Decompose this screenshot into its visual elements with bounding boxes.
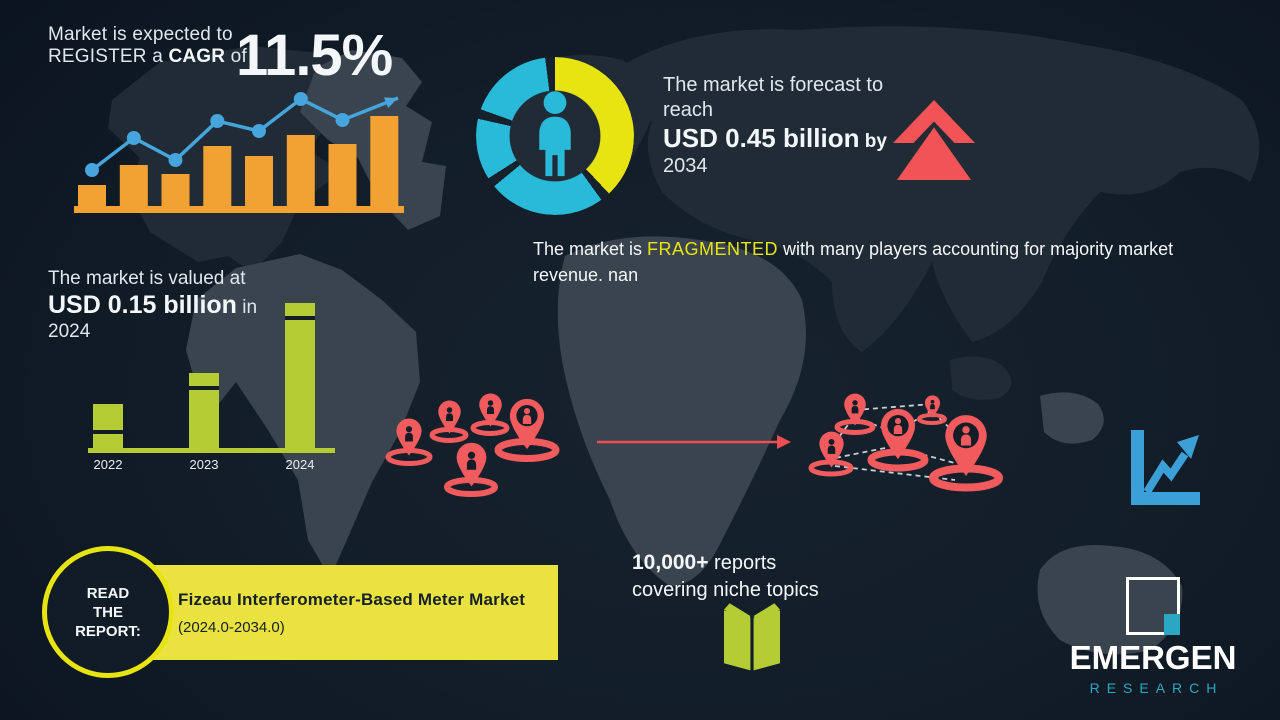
person-icon <box>539 91 571 177</box>
year-label: 2024 <box>285 457 315 472</box>
forecast-year: 2034 <box>663 155 708 177</box>
valuation-axis <box>88 448 335 453</box>
map-australia <box>1037 545 1183 655</box>
cagr-headline: Market is expected to REGISTER a CAGR of <box>48 24 247 67</box>
map-southeast-islands <box>1040 392 1104 444</box>
valuation-bar-chart: 2022 2023 2024 <box>88 303 338 472</box>
valuation-section: The market is valued at USD 0.15 billion… <box>48 268 258 342</box>
cagr-trend-chart <box>72 88 406 218</box>
report-title: Fizeau Interferometer-Based Meter Market <box>178 589 526 609</box>
expansion-arrow-icon <box>597 435 791 449</box>
year-label: 2022 <box>93 457 123 472</box>
forecast-section: The market is forecast to reach USD 0.45… <box>663 73 913 179</box>
cagr-line1: Market is expected to <box>48 24 233 45</box>
forecast-value: USD 0.45 billion <box>663 123 860 153</box>
valuation-bar <box>93 404 123 448</box>
logo-subtitle: RESEARCH <box>1089 680 1224 696</box>
fragmented-keyword: FRAGMENTED <box>647 239 779 259</box>
read-report-badge[interactable]: READ THE REPORT: <box>42 546 174 678</box>
valuation-line1: The market is valued at <box>48 268 246 289</box>
cagr-keyword: CAGR <box>168 46 226 67</box>
valuation-year: 2024 <box>48 321 91 342</box>
year-label: 2023 <box>189 457 219 472</box>
valuation-bar <box>189 373 219 448</box>
report-range: (2024.0-2034.0) <box>178 618 285 636</box>
open-book-icon <box>724 603 780 671</box>
emergen-logo: EMERGEN RESEARCH <box>1063 577 1243 696</box>
double-up-arrow-icon <box>893 100 975 181</box>
report-title-banner[interactable]: Fizeau Interferometer-Based Meter Market… <box>140 565 558 660</box>
reports-line2: covering niche topics <box>632 579 819 601</box>
forecast-line1: The market is forecast to <box>663 74 884 96</box>
logo-mark <box>1126 577 1180 635</box>
valuation-value: USD 0.15 billion <box>48 291 237 319</box>
location-pins-cluster <box>385 393 560 497</box>
map-asia <box>626 26 1260 353</box>
reports-count-section: 10,000+ reports covering niche topics <box>632 549 819 604</box>
cagr-value: 11.5% <box>236 23 393 88</box>
logo-wordmark: EMERGEN <box>1069 639 1237 676</box>
reports-count: 10,000+ <box>632 551 709 574</box>
forecast-line2: reach <box>663 99 714 121</box>
logo-corner-accent <box>1164 614 1180 635</box>
fragmented-statement: The market is FRAGMENTED with many playe… <box>533 239 1174 285</box>
market-donut-wrap <box>476 57 634 215</box>
network-pins-cluster <box>808 393 1003 492</box>
growth-chart-icon <box>1131 430 1200 505</box>
map-africa <box>557 236 806 586</box>
map-indonesia <box>950 356 1012 400</box>
valuation-bar <box>285 303 315 448</box>
